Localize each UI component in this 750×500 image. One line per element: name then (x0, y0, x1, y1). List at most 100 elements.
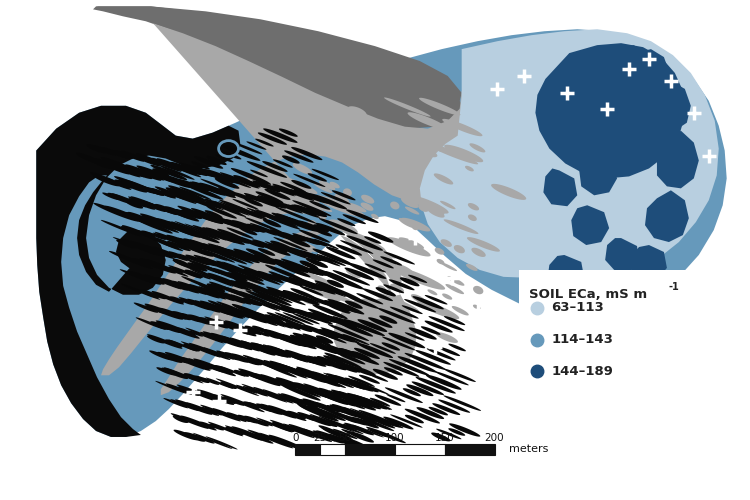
Polygon shape (406, 248, 416, 252)
Polygon shape (454, 245, 465, 254)
Polygon shape (294, 204, 320, 216)
Polygon shape (438, 400, 470, 413)
Polygon shape (278, 274, 315, 289)
Polygon shape (331, 390, 368, 405)
Polygon shape (399, 238, 424, 249)
Polygon shape (291, 204, 306, 212)
Polygon shape (226, 269, 265, 285)
Polygon shape (313, 228, 332, 236)
Polygon shape (173, 430, 198, 440)
Polygon shape (196, 183, 226, 196)
Polygon shape (316, 392, 348, 405)
Polygon shape (322, 428, 353, 440)
Polygon shape (348, 432, 374, 442)
Polygon shape (322, 329, 354, 342)
Polygon shape (292, 233, 320, 245)
Polygon shape (223, 396, 245, 406)
Polygon shape (216, 350, 239, 360)
Polygon shape (300, 250, 326, 262)
Polygon shape (309, 206, 326, 215)
Polygon shape (341, 429, 365, 439)
Polygon shape (292, 200, 332, 216)
Polygon shape (473, 286, 483, 294)
Polygon shape (166, 188, 193, 200)
Polygon shape (260, 213, 300, 230)
Polygon shape (416, 350, 451, 365)
Polygon shape (288, 115, 334, 134)
Polygon shape (340, 437, 369, 449)
Polygon shape (205, 210, 223, 218)
Polygon shape (298, 241, 317, 252)
Polygon shape (631, 245, 667, 282)
Polygon shape (260, 329, 302, 346)
Polygon shape (206, 284, 225, 292)
Polygon shape (156, 322, 182, 333)
Polygon shape (288, 276, 322, 291)
Polygon shape (96, 6, 462, 128)
Polygon shape (161, 190, 176, 198)
Polygon shape (157, 158, 196, 174)
Polygon shape (218, 201, 262, 220)
Polygon shape (416, 377, 456, 394)
Polygon shape (147, 236, 178, 248)
Polygon shape (145, 274, 182, 289)
Polygon shape (224, 352, 248, 362)
Polygon shape (147, 336, 164, 344)
Polygon shape (473, 304, 481, 310)
Polygon shape (424, 320, 453, 332)
Polygon shape (327, 315, 358, 328)
Polygon shape (376, 128, 391, 138)
Polygon shape (367, 373, 388, 382)
Polygon shape (351, 351, 371, 360)
Polygon shape (302, 324, 338, 339)
Polygon shape (305, 294, 351, 313)
Polygon shape (180, 313, 201, 322)
Polygon shape (238, 306, 279, 323)
Polygon shape (112, 237, 157, 255)
Polygon shape (225, 320, 249, 331)
Polygon shape (208, 272, 252, 291)
Polygon shape (438, 347, 460, 356)
Polygon shape (346, 270, 361, 278)
Polygon shape (347, 106, 367, 118)
Polygon shape (202, 227, 244, 245)
Polygon shape (150, 321, 170, 330)
Polygon shape (308, 356, 331, 366)
Polygon shape (208, 422, 243, 436)
Polygon shape (310, 197, 320, 204)
Polygon shape (255, 358, 290, 372)
Polygon shape (217, 304, 236, 313)
Bar (395, 444, 445, 455)
Text: SOIL ECa, mS m: SOIL ECa, mS m (530, 288, 647, 301)
Polygon shape (282, 291, 303, 300)
Polygon shape (308, 405, 346, 421)
Polygon shape (286, 237, 310, 248)
Polygon shape (209, 424, 224, 430)
Polygon shape (373, 260, 394, 268)
Polygon shape (221, 336, 260, 351)
Polygon shape (470, 144, 485, 152)
Polygon shape (283, 290, 320, 306)
Polygon shape (368, 318, 392, 328)
Polygon shape (326, 373, 364, 390)
Polygon shape (205, 316, 249, 334)
Polygon shape (243, 298, 262, 306)
Polygon shape (272, 212, 317, 232)
Polygon shape (323, 372, 365, 390)
Polygon shape (185, 254, 210, 266)
Polygon shape (280, 232, 300, 240)
Polygon shape (297, 412, 332, 426)
Polygon shape (206, 378, 233, 389)
Polygon shape (147, 246, 177, 258)
Polygon shape (651, 81, 691, 130)
Text: 100: 100 (385, 433, 405, 443)
Polygon shape (212, 268, 246, 282)
Polygon shape (340, 362, 374, 376)
Polygon shape (201, 407, 222, 416)
Polygon shape (140, 200, 176, 215)
Polygon shape (290, 334, 311, 344)
Polygon shape (303, 372, 340, 387)
Text: 0: 0 (292, 433, 298, 443)
Polygon shape (349, 416, 368, 426)
Polygon shape (344, 268, 374, 280)
